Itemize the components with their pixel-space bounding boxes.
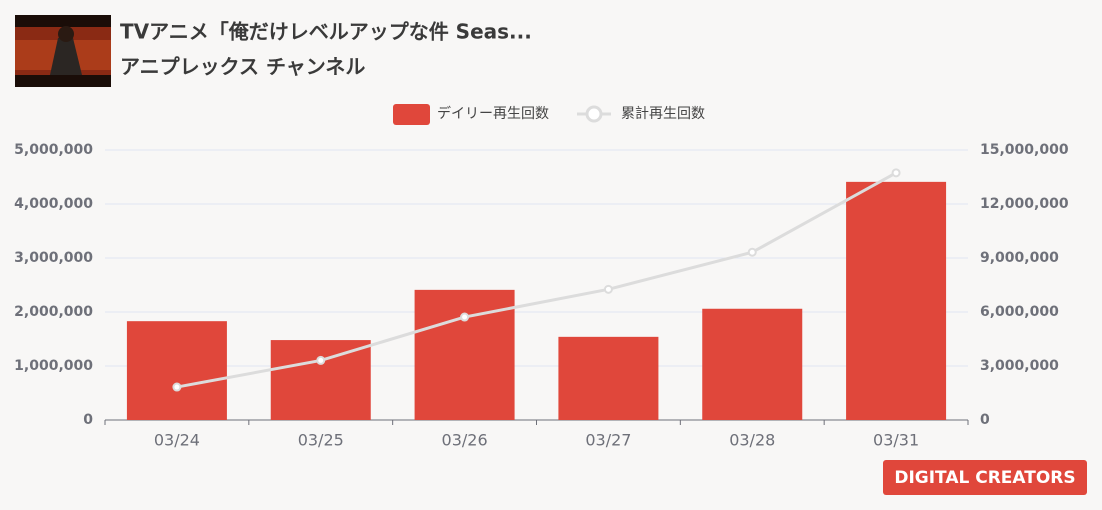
y-tick-label: 5,000,000 (14, 142, 93, 158)
y-tick-label: 4,000,000 (14, 196, 93, 212)
x-tick-label: 03/31 (873, 431, 919, 450)
y-tick-label: 2,000,000 (14, 304, 93, 320)
y-tick-label: 3,000,000 (14, 250, 93, 266)
legend-swatch (585, 105, 603, 123)
bar (126, 321, 227, 420)
line-point (460, 312, 470, 322)
line-point (172, 382, 182, 392)
bar (702, 308, 803, 420)
y-tick-label: 0 (83, 412, 93, 428)
logo[interactable]: DIGITAL CREATORS (883, 460, 1087, 495)
line-point (891, 168, 901, 178)
line (176, 171, 897, 389)
bar (846, 181, 947, 420)
bar (270, 340, 371, 420)
y2-tick-label: 3,000,000 (980, 358, 1059, 374)
y2-tick-label: 15,000,000 (980, 142, 1069, 158)
y-tick-label: 1,000,000 (14, 358, 93, 374)
video-title: TVアニメ「俺だけレベルアップな件 Seas... (120, 20, 532, 44)
logo-text[interactable]: DIGITAL CREATORS (894, 468, 1075, 488)
x-tick-label: 03/27 (585, 431, 631, 450)
bar (558, 336, 659, 420)
channel-name: アニプレックス チャンネル (120, 55, 365, 79)
y2-tick-label: 0 (980, 412, 990, 428)
line-point (747, 247, 757, 257)
x-tick-label: 03/28 (729, 431, 775, 450)
x-tick-label: 03/25 (298, 431, 344, 450)
line-point (316, 355, 326, 365)
x-tick-label: 03/26 (442, 431, 488, 450)
legend-label: デイリー再生回数 (437, 105, 549, 122)
y2-tick-label: 12,000,000 (980, 196, 1069, 212)
legend-swatch (393, 104, 430, 125)
y2-tick-label: 9,000,000 (980, 250, 1059, 266)
x-tick-label: 03/24 (154, 431, 200, 450)
legend-label: 累計再生回数 (621, 106, 705, 122)
line-point (603, 284, 613, 294)
thumbnail (15, 15, 111, 87)
y2-tick-label: 6,000,000 (980, 304, 1059, 320)
